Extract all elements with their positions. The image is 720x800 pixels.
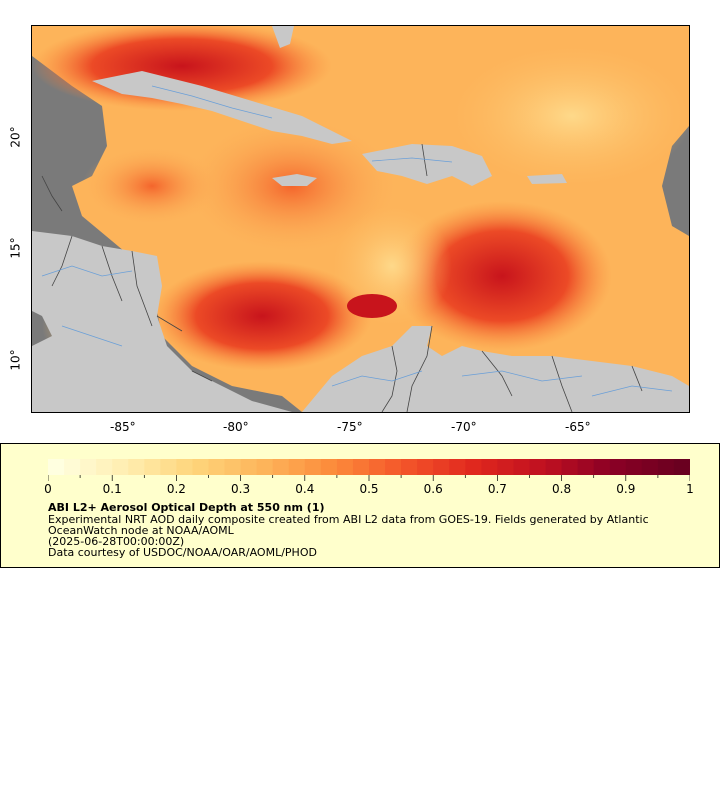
x-tick-label: -85° bbox=[110, 420, 136, 434]
colorbar-segment bbox=[160, 459, 177, 475]
colorbar-segment bbox=[64, 459, 81, 475]
colorbar-segment bbox=[240, 459, 258, 475]
colorbar-segment bbox=[208, 459, 226, 475]
colorbar-segment bbox=[128, 459, 145, 475]
land-south-america bbox=[302, 326, 689, 412]
land-cuba bbox=[92, 71, 352, 144]
land-jamaica bbox=[272, 174, 317, 186]
legend-title: ABI L2+ Aerosol Optical Depth at 550 nm … bbox=[48, 501, 325, 514]
colorbar-segment bbox=[561, 459, 579, 475]
map-panel bbox=[31, 25, 690, 413]
colorbar-segment bbox=[625, 459, 643, 475]
colorbar-segment bbox=[192, 459, 210, 475]
colorbar-tick-label: 0.1 bbox=[102, 482, 122, 496]
aod-patch bbox=[152, 261, 372, 371]
y-tick-label: 20° bbox=[8, 126, 23, 148]
x-tick-label: -65° bbox=[565, 420, 591, 434]
colorbar-tick-label: 0.2 bbox=[166, 482, 186, 496]
colorbar-segment bbox=[352, 459, 370, 475]
colorbar-segment bbox=[673, 459, 690, 475]
aod-patch bbox=[32, 26, 332, 111]
legend-description: Experimental NRT AOD daily composite cre… bbox=[48, 513, 649, 537]
colorbar-segment bbox=[529, 459, 547, 475]
colorbar-segment bbox=[304, 459, 322, 475]
colorbar-segment bbox=[96, 459, 113, 475]
colorbar-segment bbox=[369, 459, 386, 475]
colorbar-tick-label: 0.4 bbox=[295, 482, 315, 496]
y-tick-label: 10° bbox=[8, 349, 23, 371]
colorbar bbox=[48, 459, 690, 481]
colorbar-segment bbox=[320, 459, 338, 475]
colorbar-segment bbox=[657, 459, 675, 475]
colorbar-tick-label: 1 bbox=[686, 482, 694, 496]
colorbar-segment bbox=[593, 459, 611, 475]
land-puerto-rico bbox=[527, 174, 567, 184]
legend-timestamp: (2025-06-28T00:00:00Z) bbox=[48, 535, 185, 548]
colorbar-segment bbox=[481, 459, 498, 475]
colorbar-segment bbox=[401, 459, 418, 475]
aod-map bbox=[32, 26, 689, 412]
colorbar-segment bbox=[609, 459, 627, 475]
colorbar-segment bbox=[224, 459, 242, 475]
borders bbox=[41, 143, 643, 412]
colorbar-segment bbox=[433, 459, 450, 475]
y-tick-label: 15° bbox=[8, 237, 23, 259]
colorbar-tick-label: 0.8 bbox=[552, 482, 572, 496]
colorbar-segment bbox=[641, 459, 659, 475]
colorbar-tick-label: 0.7 bbox=[487, 482, 507, 496]
land-florida bbox=[272, 26, 294, 48]
colorbar-tick-label: 0.9 bbox=[616, 482, 636, 496]
x-tick-label: -75° bbox=[337, 420, 363, 434]
colorbar-segment bbox=[385, 459, 402, 475]
colorbar-segment bbox=[48, 459, 65, 475]
colorbar-segment bbox=[112, 459, 129, 475]
x-tick-label: -80° bbox=[223, 420, 249, 434]
colorbar-segment bbox=[80, 459, 97, 475]
aod-patch bbox=[392, 201, 612, 351]
colorbar-segment bbox=[577, 459, 595, 475]
colorbar-tick-label: 0.3 bbox=[231, 482, 251, 496]
colorbar-tick-label: 0.5 bbox=[359, 482, 379, 496]
colorbar-segment bbox=[144, 459, 161, 475]
aod-patch bbox=[82, 146, 222, 226]
colorbar-tick-label: 0 bbox=[44, 482, 52, 496]
legend-credit: Data courtesy of USDOC/NOAA/OAR/AOML/PHO… bbox=[48, 546, 317, 559]
colorbar-segment bbox=[497, 459, 515, 475]
colorbar-segment bbox=[449, 459, 466, 475]
colorbar-segment bbox=[417, 459, 434, 475]
colorbar-segment bbox=[256, 459, 274, 475]
colorbar-segment bbox=[288, 459, 306, 475]
colorbar-segment bbox=[465, 459, 482, 475]
colorbar-segment bbox=[513, 459, 531, 475]
legend-box: 0 0.1 0.2 0.3 0.4 0.5 0.6 0.7 0.8 0.9 1 ABI L2+ Ae… bbox=[0, 443, 720, 568]
colorbar-segment bbox=[176, 459, 194, 475]
colorbar-segment bbox=[545, 459, 563, 475]
x-tick-label: -70° bbox=[451, 420, 477, 434]
aod-patch bbox=[347, 294, 397, 318]
colorbar-segment bbox=[272, 459, 290, 475]
colorbar-tick-label: 0.6 bbox=[423, 482, 443, 496]
land-hispaniola bbox=[362, 144, 492, 186]
aod-patch bbox=[452, 46, 689, 186]
colorbar-segment bbox=[336, 459, 354, 475]
rivers bbox=[41, 85, 673, 397]
land-central-america bbox=[32, 231, 292, 412]
